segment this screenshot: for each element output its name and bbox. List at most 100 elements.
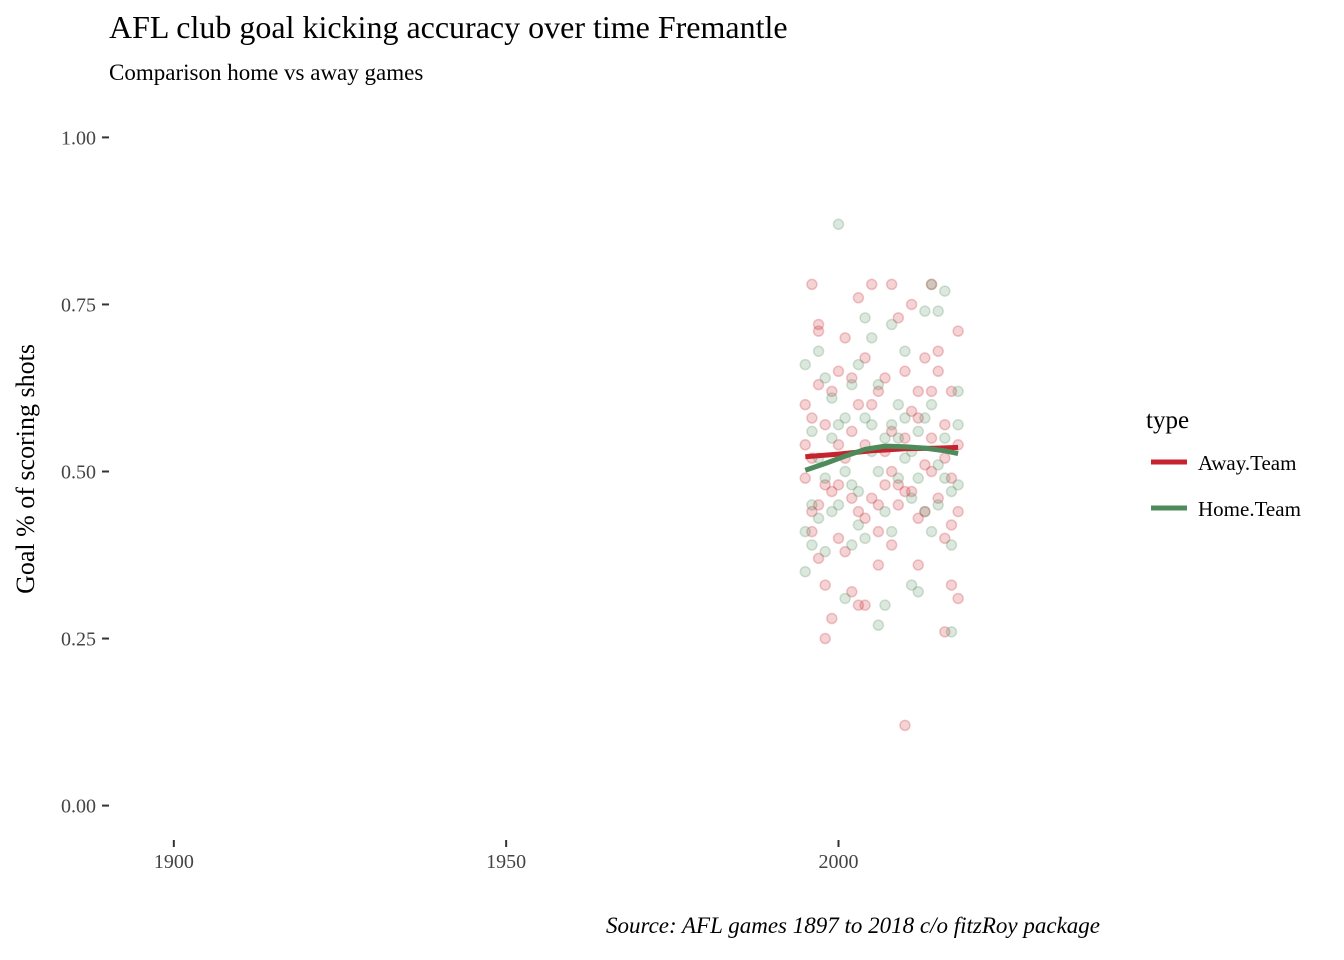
point-home-team <box>932 459 944 471</box>
point-home-team <box>912 472 924 484</box>
point-home-team <box>872 619 885 631</box>
point-home-team <box>859 312 871 324</box>
point-away-team <box>925 278 938 291</box>
point-away-team <box>905 298 918 311</box>
point-home-team <box>939 285 951 297</box>
point-home-team <box>945 626 958 638</box>
point-away-team <box>806 505 818 518</box>
legend-label-away-team: Away.Team <box>1198 451 1296 475</box>
point-home-team <box>859 412 871 424</box>
chart-title: AFL club goal kicking accuracy over time… <box>109 9 788 45</box>
point-away-team <box>819 479 831 491</box>
point-home-team <box>865 418 878 431</box>
y-tick-label: 0.25 <box>61 629 96 651</box>
point-away-team <box>945 579 958 591</box>
point-away-team <box>846 586 858 598</box>
point-away-team <box>806 525 818 538</box>
point-home-team <box>879 432 891 444</box>
point-away-team <box>892 479 905 491</box>
y-axis-title: Goal % of scoring shots <box>11 344 40 594</box>
point-home-team <box>839 592 851 605</box>
point-home-team <box>852 358 865 371</box>
point-home-team <box>912 425 924 438</box>
point-away-team <box>912 412 924 424</box>
point-away-team <box>826 485 838 498</box>
point-home-team <box>839 412 851 424</box>
point-home-team <box>932 305 944 317</box>
point-away-team <box>832 365 845 378</box>
point-away-team <box>919 459 931 471</box>
point-away-team <box>939 532 951 545</box>
x-tick-label: 1950 <box>486 851 526 873</box>
points-layer <box>799 218 964 732</box>
point-away-team <box>952 505 964 518</box>
point-away-team <box>885 539 898 551</box>
point-away-team <box>939 626 951 638</box>
point-away-team <box>832 439 845 451</box>
point-home-team <box>846 378 858 391</box>
point-away-team <box>812 499 825 511</box>
point-away-team <box>852 599 865 611</box>
point-home-team <box>905 492 918 504</box>
point-home-team <box>852 519 865 531</box>
point-away-team <box>846 492 858 504</box>
point-away-team <box>899 485 911 498</box>
point-away-team <box>879 372 891 384</box>
point-away-team <box>892 312 905 324</box>
point-away-team <box>799 439 812 451</box>
point-home-team <box>819 472 831 484</box>
point-away-team <box>826 612 838 625</box>
point-away-team <box>912 559 924 571</box>
point-home-team <box>839 465 851 478</box>
legend-label-home-team: Home.Team <box>1198 497 1301 521</box>
point-away-team <box>932 492 944 504</box>
point-home-team <box>885 318 898 331</box>
point-away-team <box>899 432 911 444</box>
point-home-team <box>799 565 812 578</box>
x-tick-label: 2000 <box>818 851 858 873</box>
point-away-team <box>945 385 958 398</box>
point-away-team <box>846 425 858 438</box>
trend-line-home-team <box>804 443 959 473</box>
point-home-team <box>819 545 831 558</box>
point-home-team <box>799 358 812 371</box>
point-away-team <box>945 519 958 531</box>
point-home-team <box>826 392 838 404</box>
point-away-team <box>852 398 865 411</box>
point-away-team <box>879 479 891 491</box>
point-home-team <box>859 532 871 545</box>
point-away-team <box>899 719 911 732</box>
point-home-team <box>846 479 858 491</box>
point-away-team <box>812 318 825 331</box>
legend-title: type <box>1146 407 1189 434</box>
point-away-team <box>872 559 885 571</box>
point-away-team <box>932 345 944 357</box>
point-home-team <box>905 579 918 591</box>
point-home-team <box>899 452 911 464</box>
point-home-team <box>852 485 865 498</box>
point-away-team <box>859 512 871 525</box>
point-away-team <box>806 412 818 424</box>
point-home-team <box>865 332 878 344</box>
point-home-team <box>952 479 964 491</box>
point-home-team <box>892 472 905 484</box>
point-away-team <box>945 472 958 484</box>
point-away-team <box>852 292 865 304</box>
point-home-team <box>919 505 931 518</box>
chart-caption: Source: AFL games 1897 to 2018 c/o fitzR… <box>606 913 1100 938</box>
point-home-team <box>899 345 911 357</box>
point-home-team <box>799 525 812 538</box>
point-home-team <box>826 505 838 518</box>
point-away-team <box>885 278 898 291</box>
point-home-team <box>925 525 938 538</box>
point-away-team <box>939 418 951 431</box>
point-away-team <box>892 499 905 511</box>
y-tick-label: 0.50 <box>61 462 96 484</box>
point-home-team <box>806 499 818 511</box>
y-tick-label: 1.00 <box>61 127 96 149</box>
point-away-team <box>925 385 938 398</box>
point-home-team <box>832 218 845 231</box>
point-away-team <box>865 398 878 411</box>
point-away-team <box>912 512 924 525</box>
x-axis: 1900 1950 2000 <box>154 840 858 873</box>
